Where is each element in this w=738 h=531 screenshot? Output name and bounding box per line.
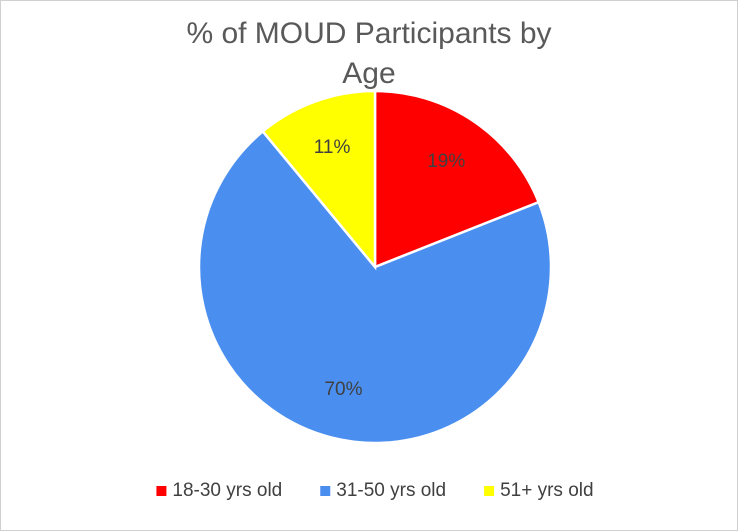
legend-label: 18-30 yrs old <box>172 480 282 501</box>
legend-label: 31-50 yrs old <box>336 480 446 501</box>
data-label: 19% <box>427 151 465 172</box>
chart-title: % of MOUD Participants by Age <box>186 17 552 90</box>
pie-slice <box>197 129 553 445</box>
data-label: 70% <box>324 379 362 400</box>
legend-swatch <box>156 486 167 496</box>
data-label: 11% <box>314 137 351 158</box>
pie-slice <box>373 89 541 269</box>
pie-slice <box>261 89 377 271</box>
legend-swatch <box>484 486 495 496</box>
legend-label: 51+ yrs old <box>500 480 593 501</box>
legend-swatch <box>320 486 331 496</box>
